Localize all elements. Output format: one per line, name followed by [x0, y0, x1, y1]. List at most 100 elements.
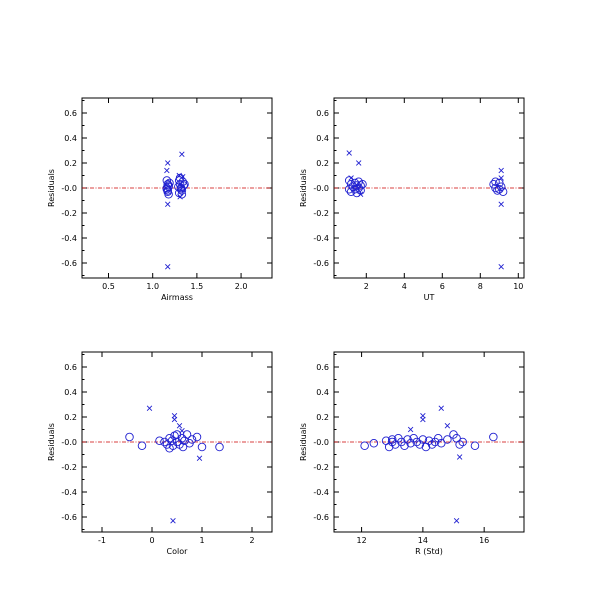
x-tick-label: 6 [440, 282, 445, 291]
data-point-circle [175, 179, 185, 189]
data-point-circle [369, 439, 379, 448]
y-tick-label: 0.4 [64, 134, 77, 143]
data-point-circle [165, 434, 174, 443]
y-tick-label: -0.0 [61, 438, 77, 447]
data-point-circle [437, 439, 446, 448]
x-tick-label: 1 [199, 536, 204, 545]
data-point-circle [350, 184, 360, 194]
y-tick-label: 0.4 [316, 388, 329, 397]
y-tick-label: -0.2 [313, 209, 329, 218]
y-axis-label: Residuals [47, 169, 56, 207]
x-tick-label: 4 [402, 282, 407, 291]
y-tick-label: -0.6 [61, 259, 77, 268]
data-point-circle [443, 435, 452, 444]
data-point-circle [384, 442, 394, 452]
chart-panel-3: 0.6 0.4 0.2 -0.0 -0.2 -0.4 -0.6 -1 0 1 2 Color Resid… [47, 351, 273, 556]
data-point-circle [125, 432, 134, 442]
data-point-circle [182, 430, 192, 439]
data-point-cross [179, 428, 185, 434]
data-point-circle [178, 442, 188, 452]
y-tick-label: -0.6 [313, 259, 329, 268]
data-point-cross [357, 191, 364, 197]
data-point-circle [455, 440, 464, 449]
x-tick-label: 14 [418, 536, 428, 545]
data-point-circle [163, 186, 172, 195]
y-tick-label: -0.0 [61, 184, 77, 193]
data-point-circle [470, 441, 480, 451]
y-tick-label: 0.2 [316, 159, 329, 168]
y-tick-label: 0.2 [64, 413, 77, 422]
data-point-cross [355, 160, 362, 166]
data-point-cross [165, 201, 171, 207]
data-point-cross [176, 172, 182, 179]
data-point-circle [164, 181, 173, 190]
x-tick-label: 10 [513, 282, 523, 291]
x-axis-label: Color [167, 547, 189, 556]
data-point-circle [360, 441, 369, 451]
data-point-circle [412, 437, 421, 447]
y-axis-label: Residuals [299, 169, 308, 207]
data-point-circle [491, 177, 500, 186]
chart-panel-2: 0.6 0.4 0.2 -0.0 -0.2 -0.4 -0.6 2 4 6 8 10 UT Residua… [299, 97, 525, 302]
data-point-cross [165, 264, 171, 270]
y-tick-label: 0.2 [64, 159, 77, 168]
y-tick-label: -0.4 [61, 234, 77, 243]
x-tick-label: 12 [356, 536, 366, 545]
y-tick-label: 0.4 [64, 388, 77, 397]
data-point-cross [407, 426, 414, 433]
data-point-cross [176, 423, 183, 429]
data-point-cross [180, 174, 186, 180]
data-point-cross [498, 201, 504, 207]
data-point-circle [387, 437, 397, 447]
y-tick-label: 0.2 [316, 413, 329, 422]
data-point-cross [196, 455, 203, 461]
x-axis-label: Airmass [161, 293, 193, 302]
y-tick-label: -0.2 [61, 209, 77, 218]
data-point-circle [430, 437, 440, 447]
y-tick-label: -0.0 [313, 184, 329, 193]
x-tick-label: 8 [478, 282, 483, 291]
data-point-circle [415, 440, 425, 449]
y-tick-label: 0.6 [316, 109, 329, 118]
data-point-cross [498, 175, 504, 181]
data-point-circle [427, 440, 437, 449]
x-axis-label: UT [424, 293, 435, 302]
y-tick-label: -0.2 [313, 463, 329, 472]
y-axis-label: Residuals [47, 423, 56, 461]
data-point-circle [489, 432, 498, 442]
data-point-cross [420, 416, 426, 423]
x-tick-label: 0 [149, 536, 154, 545]
y-tick-label: -0.4 [313, 488, 329, 497]
data-point-circle [406, 439, 415, 448]
data-point-circle [358, 179, 367, 189]
data-point-cross [346, 150, 352, 156]
data-point-cross [164, 167, 170, 174]
x-tick-label: 2.0 [235, 282, 248, 291]
data-point-circle [164, 189, 173, 199]
data-point-circle [344, 184, 354, 194]
data-point-cross [146, 405, 153, 411]
y-tick-label: -0.4 [61, 488, 77, 497]
x-axis-label: R (Std) [415, 547, 443, 556]
x-tick-label: 2 [249, 536, 254, 545]
data-point-cross [444, 423, 451, 429]
data-point-cross [498, 264, 504, 270]
data-point-circle [180, 179, 189, 189]
data-point-cross [170, 518, 176, 524]
y-tick-label: 0.4 [316, 134, 329, 143]
x-tick-label: 2 [364, 282, 369, 291]
data-point-circle [496, 182, 506, 191]
data-point-circle [172, 430, 182, 439]
data-point-cross [179, 151, 185, 157]
data-point-cross [165, 160, 171, 166]
data-point-cross [453, 518, 460, 524]
y-tick-label: 0.6 [316, 363, 329, 372]
data-point-circle [187, 435, 197, 444]
data-point-circle [418, 435, 428, 444]
y-axis-label: Residuals [299, 423, 308, 461]
data-point-circle [137, 441, 147, 451]
y-tick-label: -0.0 [313, 438, 329, 447]
data-point-circle [174, 182, 183, 191]
data-point-circle [215, 442, 224, 452]
